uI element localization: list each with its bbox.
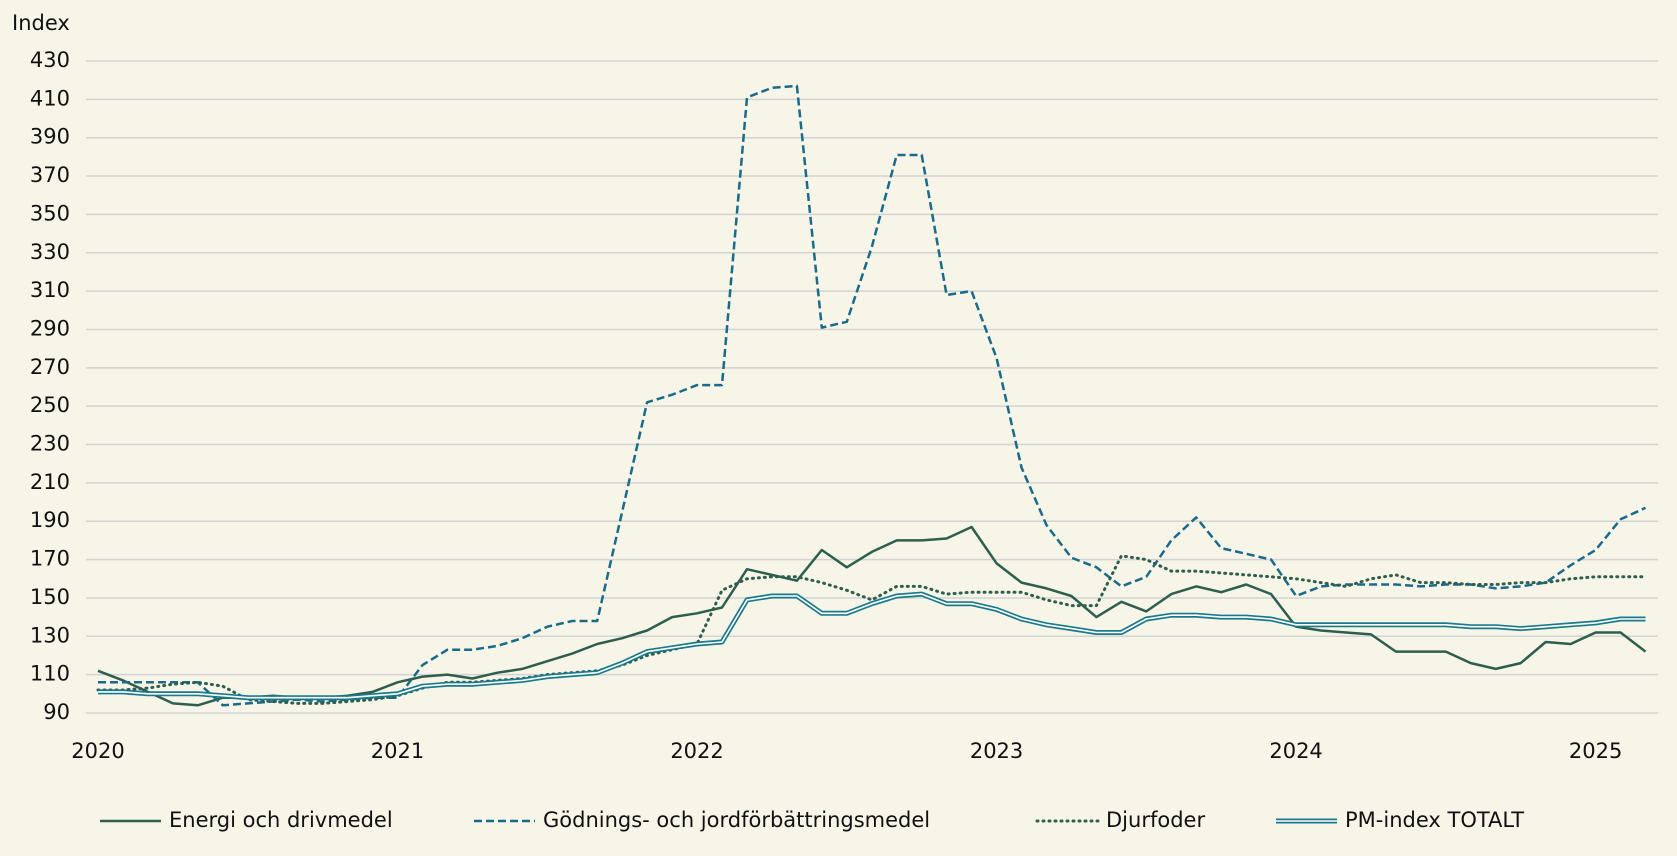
y-tick-label: 250 [30, 393, 70, 417]
y-tick-label: 190 [30, 508, 70, 532]
x-tick-label: 2021 [371, 739, 424, 763]
x-tick-label: 2023 [970, 739, 1023, 763]
y-axis-label: Index [12, 11, 70, 35]
y-tick-label: 430 [30, 48, 70, 72]
legend-label: PM-index TOTALT [1345, 808, 1524, 832]
y-tick-label: 170 [30, 547, 70, 571]
y-tick-label: 130 [30, 623, 70, 647]
y-tick-label: 230 [30, 432, 70, 456]
legend-label: Djurfoder [1106, 808, 1205, 832]
y-tick-label: 290 [30, 316, 70, 340]
y-tick-label: 370 [30, 163, 70, 187]
series-line [97, 525, 1647, 707]
y-tick-label: 350 [30, 201, 70, 225]
y-tick-label: 330 [30, 240, 70, 264]
y-tick-label: 270 [30, 355, 70, 379]
series-line-core [98, 593, 1646, 699]
legend-label: Energi och drivmedel [169, 808, 393, 832]
legend-label: Gödnings- och jordförbättringsmedel [543, 808, 930, 832]
x-tick-label: 2022 [670, 739, 723, 763]
y-tick-label: 390 [30, 125, 70, 149]
y-tick-label: 150 [30, 585, 70, 609]
y-tick-label: 90 [43, 700, 70, 724]
x-tick-label: 2024 [1269, 739, 1322, 763]
y-tick-label: 310 [30, 278, 70, 302]
x-tick-label: 2025 [1569, 739, 1622, 763]
y-tick-label: 110 [30, 662, 70, 686]
y-tick-label: 210 [30, 470, 70, 494]
x-tick-label: 2020 [71, 739, 124, 763]
y-tick-label: 410 [30, 86, 70, 110]
